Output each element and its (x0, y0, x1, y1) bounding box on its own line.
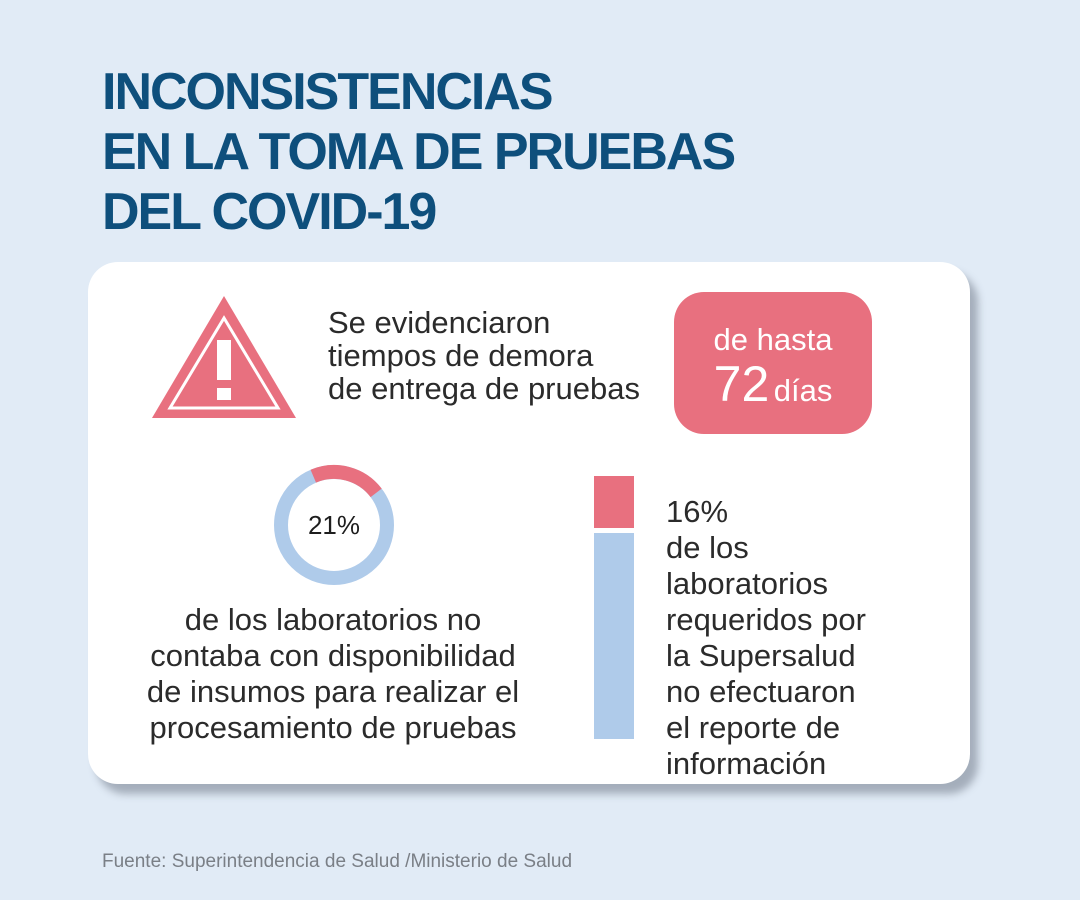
supplies-percent: 21% (307, 510, 361, 540)
reporting-line: información (666, 746, 827, 781)
warning-triangle-icon (152, 296, 296, 418)
info-card: Se evidenciaron tiempos de demora de ent… (88, 262, 970, 784)
supplies-line: procesamiento de pruebas (149, 710, 517, 745)
supplies-line: contaba con disponibilidad (150, 638, 516, 673)
reporting-line: 16% de los (666, 494, 966, 566)
badge-unit: días (773, 373, 833, 408)
delay-line: Se evidenciaron (328, 305, 551, 340)
reporting-percent: 16% (666, 494, 729, 529)
page-title: INCONSISTENCIAS EN LA TOMA DE PRUEBAS DE… (102, 62, 1002, 242)
title-line: INCONSISTENCIAS (102, 63, 554, 121)
reporting-line-rest: de los (666, 530, 749, 565)
reporting-line: el reporte de (666, 710, 841, 745)
reporting-line: la Supersalud (666, 638, 856, 673)
reporting-description: 16% de los laboratorios requeridos por l… (666, 494, 966, 782)
report-bar-highlight (594, 476, 634, 528)
delay-line: de entrega de pruebas (328, 371, 640, 406)
delay-description: Se evidenciaron tiempos de demora de ent… (328, 306, 688, 405)
badge-label: de hasta (713, 322, 833, 357)
reporting-line: requeridos por (666, 602, 866, 637)
badge-number: 72 (713, 356, 770, 412)
delay-line: tiempos de demora (328, 338, 594, 373)
supplies-line: de los laboratorios no (184, 602, 482, 637)
badge-value: 72 días (674, 358, 872, 423)
supplies-description: de los laboratorios no contaba con dispo… (118, 602, 548, 746)
title-line: EN LA TOMA DE PRUEBAS (102, 123, 736, 181)
source-note: Fuente: Superintendencia de Salud /Minis… (102, 851, 573, 872)
reporting-line: no efectuaron (666, 674, 856, 709)
report-bar-rest (594, 533, 634, 739)
reporting-line: laboratorios (666, 566, 828, 601)
title-line: DEL COVID-19 (102, 183, 437, 241)
ring-arc (274, 464, 394, 585)
percent-ring (274, 464, 394, 585)
delay-badge: de hasta 72 días (674, 292, 872, 434)
supplies-line: de insumos para realizar el (146, 674, 520, 709)
